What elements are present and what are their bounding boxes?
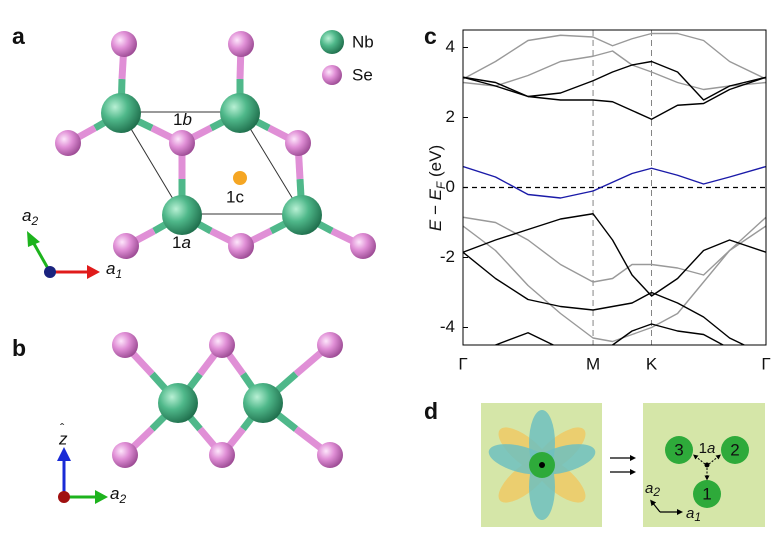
y-tick-label: 0	[446, 177, 455, 196]
panel-label: c	[424, 23, 437, 49]
legend-se	[322, 65, 342, 85]
site-label: 1a	[172, 233, 191, 252]
panel-label: d	[424, 398, 438, 424]
site-number: 1	[702, 484, 711, 503]
axis-label: a2	[110, 484, 126, 506]
legend-nb	[320, 30, 344, 54]
axes-b: z ˆ a2	[57, 420, 126, 506]
site-number: 3	[674, 440, 683, 459]
band	[463, 50, 766, 91]
band	[463, 32, 766, 80]
axis-label: a2	[645, 480, 660, 499]
band	[493, 323, 725, 345]
axes-a: a2 a1	[22, 206, 122, 281]
axis-label: a2	[22, 206, 38, 228]
site-label: 1a	[699, 440, 716, 457]
orbital-diagram: 3 2 1 1a a2 a1	[481, 403, 765, 527]
band-structure: E − EF (eV) -4 -2 0 2 4 Γ M K Γ	[426, 29, 771, 373]
legend-label: Nb	[352, 32, 374, 51]
y-tick-label: -4	[440, 317, 455, 336]
band	[463, 165, 766, 199]
plot-frame	[462, 29, 767, 346]
x-tick-label: K	[646, 354, 658, 373]
panel-label: b	[12, 335, 26, 361]
structure-side: z ˆ a2	[57, 332, 343, 506]
y-tick-label: 2	[446, 107, 455, 126]
site-number: 2	[730, 440, 739, 459]
axis-label: z	[58, 429, 68, 448]
structure-top: 1b 1c 1a Nb Se a2 a1	[22, 30, 376, 281]
panel-label: a	[12, 23, 25, 49]
band	[463, 251, 746, 345]
site-label: 1c	[226, 187, 244, 206]
site-1c	[233, 171, 247, 185]
x-tick-label: Γ	[458, 354, 467, 373]
axis-label-hat: ˆ	[60, 420, 65, 435]
band	[463, 76, 766, 120]
y-axis-label: E − EF (eV)	[426, 145, 448, 231]
site-label: 1b	[173, 110, 192, 129]
axis-label: a1	[106, 259, 122, 281]
x-tick-label: M	[586, 354, 600, 373]
y-tick-label: 4	[446, 37, 455, 56]
band	[463, 216, 766, 283]
y-tick-label: -2	[440, 247, 455, 266]
band	[463, 60, 766, 101]
band	[463, 213, 766, 297]
x-tick-label: Γ	[761, 354, 770, 373]
legend-label: Se	[352, 65, 373, 84]
axis-label: a1	[686, 505, 701, 524]
atoms	[55, 31, 376, 259]
